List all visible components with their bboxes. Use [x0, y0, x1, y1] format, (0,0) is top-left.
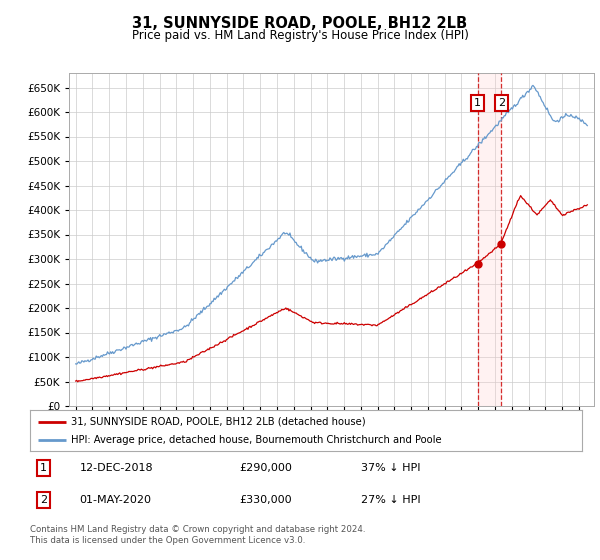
Text: 27% ↓ HPI: 27% ↓ HPI	[361, 495, 421, 505]
Text: 2: 2	[40, 495, 47, 505]
Text: 2: 2	[498, 98, 505, 108]
Bar	[478, 73, 502, 406]
Text: 1: 1	[474, 98, 481, 108]
Text: Contains HM Land Registry data © Crown copyright and database right 2024.
This d: Contains HM Land Registry data © Crown c…	[30, 525, 365, 545]
Text: 1: 1	[40, 463, 47, 473]
Text: £330,000: £330,000	[240, 495, 292, 505]
Text: 01-MAY-2020: 01-MAY-2020	[80, 495, 152, 505]
Text: HPI: Average price, detached house, Bournemouth Christchurch and Poole: HPI: Average price, detached house, Bour…	[71, 435, 442, 445]
Text: 12-DEC-2018: 12-DEC-2018	[80, 463, 154, 473]
Text: £290,000: £290,000	[240, 463, 293, 473]
Text: Price paid vs. HM Land Registry's House Price Index (HPI): Price paid vs. HM Land Registry's House …	[131, 29, 469, 42]
Text: 37% ↓ HPI: 37% ↓ HPI	[361, 463, 421, 473]
Text: 31, SUNNYSIDE ROAD, POOLE, BH12 2LB (detached house): 31, SUNNYSIDE ROAD, POOLE, BH12 2LB (det…	[71, 417, 366, 427]
Text: 31, SUNNYSIDE ROAD, POOLE, BH12 2LB: 31, SUNNYSIDE ROAD, POOLE, BH12 2LB	[133, 16, 467, 31]
